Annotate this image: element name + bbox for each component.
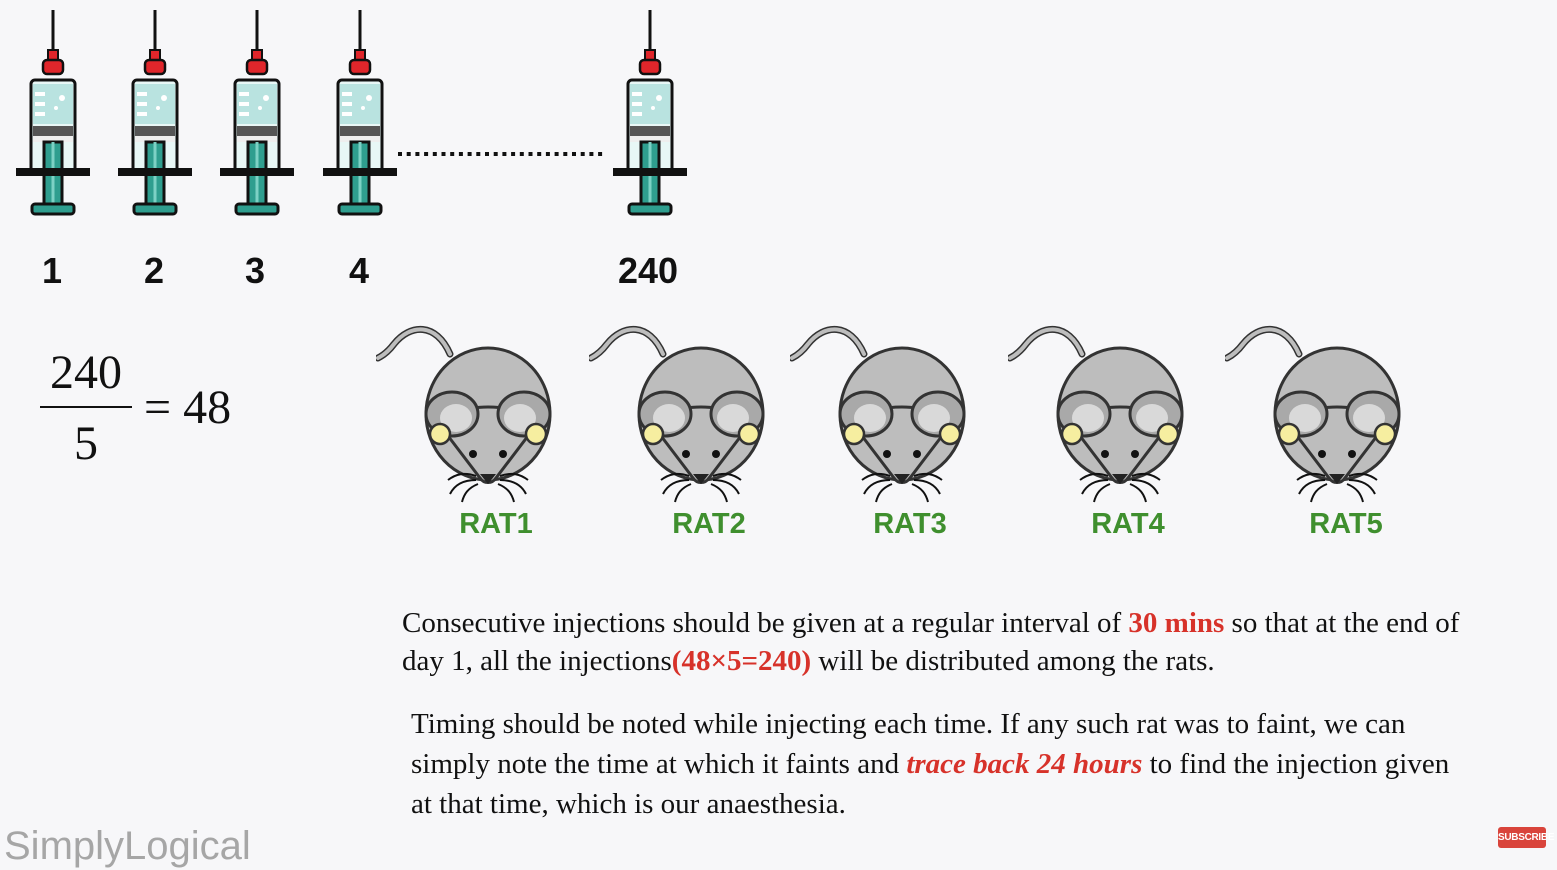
text-segment: to find the injection given at that time… xyxy=(411,748,1450,820)
syringe-label: 3 xyxy=(244,250,266,291)
interval-paragraph: Consecutive injections should be given a… xyxy=(402,604,1502,680)
text-segment: Timing should be noted while injecting e… xyxy=(411,708,1406,780)
syringe-label: 4 xyxy=(348,250,370,291)
syringe-icon xyxy=(14,8,92,216)
syringe-icon xyxy=(321,8,399,216)
rat-icon xyxy=(589,318,767,504)
rat-icon xyxy=(790,318,968,504)
syringe-label: 240 xyxy=(617,250,679,291)
rat-icon xyxy=(1008,318,1186,504)
subscribe-button[interactable]: SUBSCRIBE xyxy=(1498,827,1555,848)
syringe-label: 2 xyxy=(143,250,165,291)
rat-icon xyxy=(1225,318,1403,504)
equation-result: = 48 xyxy=(144,381,232,434)
text-segment: Consecutive injections should be given a… xyxy=(402,607,1129,639)
syringe-icon xyxy=(218,8,296,216)
brand-watermark: SimplyLogical xyxy=(4,824,251,868)
rat-label: RAT1 xyxy=(459,508,533,540)
text-segment: will be distributed among the rats. xyxy=(811,645,1215,677)
rat-label: RAT2 xyxy=(672,508,746,540)
equation-fraction: 240 5 xyxy=(40,344,132,472)
syringe-icon xyxy=(116,8,194,216)
timing-paragraph: Timing should be noted while injecting e… xyxy=(411,704,1471,824)
rat-label: RAT3 xyxy=(873,508,947,540)
total-highlight: (48×5=240) xyxy=(671,645,812,677)
trace-highlight: trace back 24 hours xyxy=(906,748,1143,780)
fraction-denominator: 5 xyxy=(74,417,98,470)
rat-icon xyxy=(376,318,554,504)
syringe-icon xyxy=(611,8,689,216)
fraction-bar xyxy=(40,406,132,408)
interval-highlight: 30 mins xyxy=(1128,607,1225,639)
dotted-line xyxy=(398,152,606,156)
fraction-numerator: 240 xyxy=(50,346,122,399)
text-segment: so that at the end of day 1, all the inj… xyxy=(402,607,1460,677)
rat-label: RAT4 xyxy=(1091,508,1165,540)
rat-label: RAT5 xyxy=(1309,508,1383,540)
syringe-label: 1 xyxy=(41,250,63,291)
